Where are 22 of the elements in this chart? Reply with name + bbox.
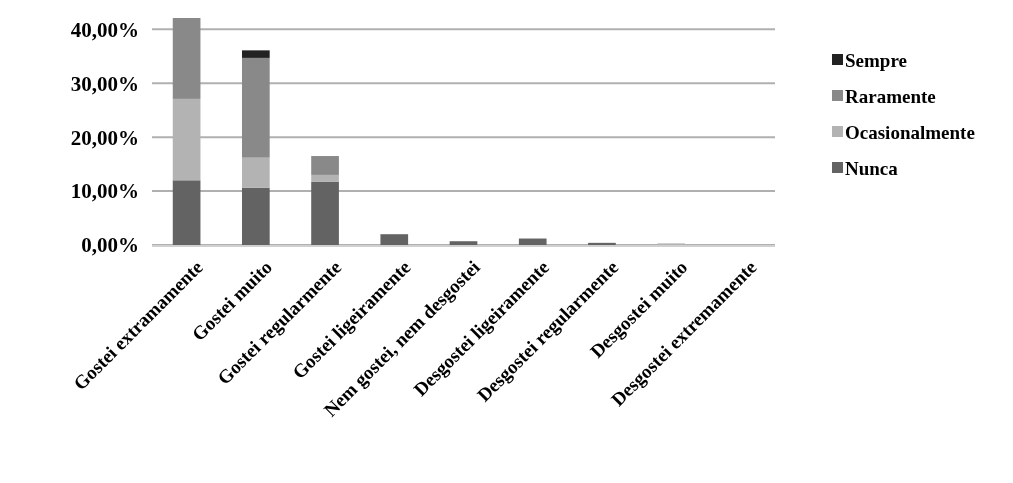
y-tick-label: 30,00% — [70, 71, 139, 96]
bar — [241, 57, 270, 158]
bar — [311, 181, 339, 245]
legend-label: Ocasionalmente — [845, 121, 975, 143]
y-tick-label: 40,00% — [70, 17, 139, 42]
legend-label: Sempre — [845, 49, 907, 71]
legend-label: Raramente — [845, 85, 936, 107]
bar — [241, 187, 270, 245]
bar — [172, 18, 201, 99]
bar — [172, 180, 201, 245]
bar — [588, 242, 616, 245]
bar — [241, 157, 270, 188]
y-tick-label: 0,00% — [81, 233, 139, 258]
bar — [311, 174, 339, 182]
legend-label: Nunca — [845, 157, 899, 179]
bar — [518, 238, 547, 245]
bar — [380, 234, 409, 245]
y-tick-label: 10,00% — [70, 179, 139, 204]
bar — [241, 50, 270, 58]
bar — [449, 241, 478, 245]
bar — [311, 156, 339, 175]
y-tick-label: 20,00% — [70, 125, 139, 150]
